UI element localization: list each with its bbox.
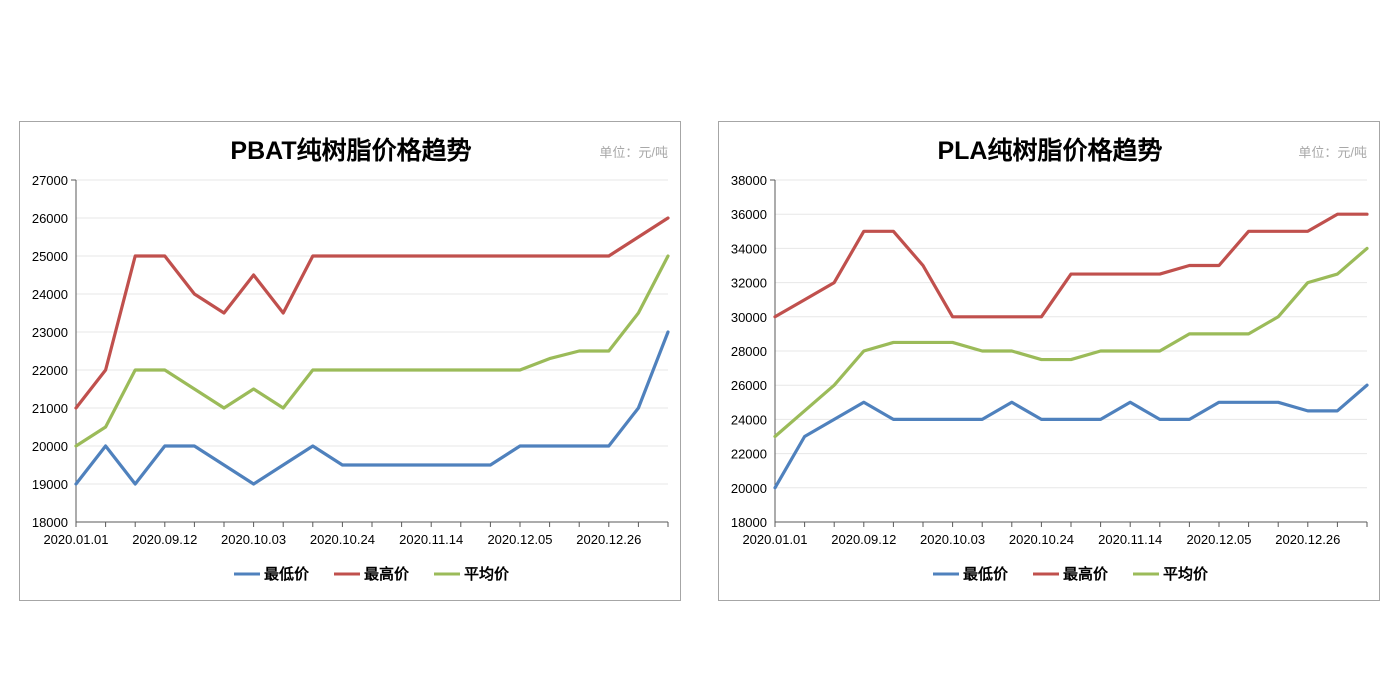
svg-text:最低价: 最低价 — [963, 565, 1009, 583]
svg-text:2020.12.05: 2020.12.05 — [1186, 532, 1251, 547]
svg-text:2020.12.26: 2020.12.26 — [1275, 532, 1340, 547]
svg-text:2020.10.03: 2020.10.03 — [221, 532, 286, 547]
svg-text:20000: 20000 — [32, 439, 68, 454]
svg-text:2020.10.24: 2020.10.24 — [310, 532, 375, 547]
svg-text:18000: 18000 — [731, 515, 767, 530]
svg-text:最高价: 最高价 — [364, 565, 410, 583]
svg-text:30000: 30000 — [731, 310, 767, 325]
svg-text:26000: 26000 — [32, 211, 68, 226]
svg-text:2020.11.14: 2020.11.14 — [1098, 532, 1162, 547]
svg-text:2020.12.26: 2020.12.26 — [576, 532, 641, 547]
svg-text:2020.12.05: 2020.12.05 — [487, 532, 552, 547]
svg-text:最低价: 最低价 — [264, 565, 310, 583]
svg-text:2020.10.03: 2020.10.03 — [920, 532, 985, 547]
svg-text:单位：元/吨: 单位：元/吨 — [599, 145, 668, 160]
svg-text:24000: 24000 — [731, 412, 767, 427]
svg-text:2020.11.14: 2020.11.14 — [399, 532, 463, 547]
svg-text:PLA纯树脂价格趋势: PLA纯树脂价格趋势 — [937, 136, 1162, 165]
svg-text:2020.01.01: 2020.01.01 — [43, 532, 108, 547]
svg-text:34000: 34000 — [731, 241, 767, 256]
svg-text:2020.10.24: 2020.10.24 — [1009, 532, 1074, 547]
svg-text:18000: 18000 — [32, 515, 68, 530]
svg-text:20000: 20000 — [731, 481, 767, 496]
svg-text:32000: 32000 — [731, 276, 767, 291]
svg-text:26000: 26000 — [731, 378, 767, 393]
svg-text:24000: 24000 — [32, 287, 68, 302]
svg-text:2020.09.12: 2020.09.12 — [831, 532, 896, 547]
svg-text:平均价: 平均价 — [464, 565, 510, 583]
svg-text:19000: 19000 — [32, 477, 68, 492]
svg-text:平均价: 平均价 — [1163, 565, 1209, 583]
svg-text:38000: 38000 — [731, 173, 767, 188]
svg-text:2020.01.01: 2020.01.01 — [742, 532, 807, 547]
svg-text:单位：元/吨: 单位：元/吨 — [1298, 145, 1367, 160]
svg-text:23000: 23000 — [32, 325, 68, 340]
svg-text:27000: 27000 — [32, 173, 68, 188]
svg-text:25000: 25000 — [32, 249, 68, 264]
svg-text:最高价: 最高价 — [1063, 565, 1109, 583]
svg-text:22000: 22000 — [731, 447, 767, 462]
svg-text:36000: 36000 — [731, 207, 767, 222]
svg-text:2020.09.12: 2020.09.12 — [132, 532, 197, 547]
svg-text:28000: 28000 — [731, 344, 767, 359]
svg-text:PBAT纯树脂价格趋势: PBAT纯树脂价格趋势 — [230, 136, 471, 165]
svg-text:21000: 21000 — [32, 401, 68, 416]
svg-text:22000: 22000 — [32, 363, 68, 378]
